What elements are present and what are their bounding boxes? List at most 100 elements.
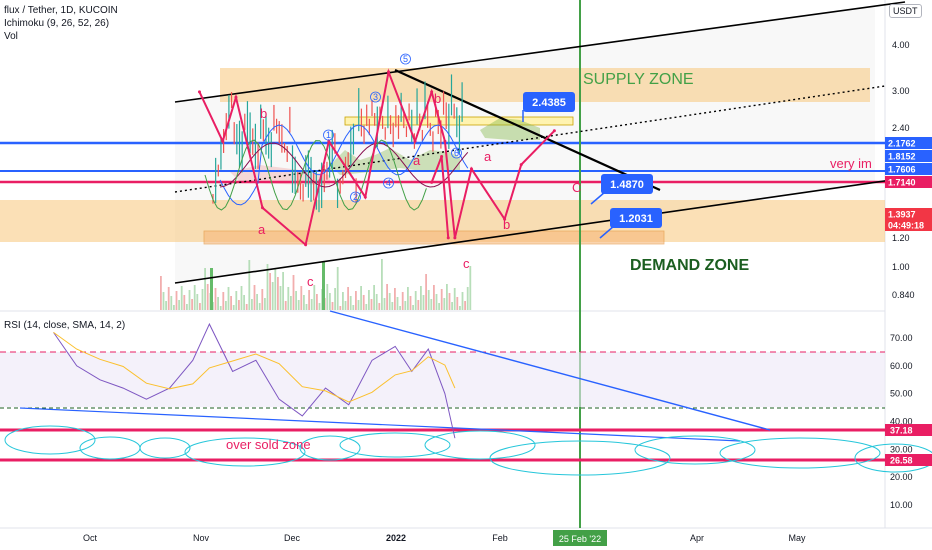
annotation-layer: 2.4385 1.4870 1.2031 SUPPLY ZONE DEMAND ZONE…: [226, 53, 872, 452]
volume-bar: [427, 290, 430, 310]
price-label-text: 2.1762: [888, 139, 916, 149]
oversold-ellipse: [339, 432, 451, 458]
callout-pointer: [590, 191, 606, 205]
volume-bar: [300, 286, 303, 310]
volume-bar: [339, 306, 342, 310]
price-tick-label: 3.00: [892, 86, 910, 96]
volume-bar: [238, 300, 240, 310]
wave-point: [453, 236, 457, 240]
volume-bar: [329, 293, 331, 310]
volume-bar: [433, 285, 435, 310]
rsi-legend[interactable]: RSI (14, close, SMA, 14, 2): [4, 320, 126, 331]
rsi-label-box: [885, 454, 932, 466]
volume-bar: [446, 284, 448, 310]
volume-bar: [448, 293, 451, 310]
volume-bar: [173, 305, 175, 310]
volume-label[interactable]: Vol: [4, 31, 18, 42]
wave-count-label: 4: [386, 178, 391, 188]
price-label-text: 1.7140: [888, 178, 916, 188]
volume-bar-spike: [210, 268, 213, 310]
wave-point: [503, 217, 507, 221]
volume-bar: [347, 287, 349, 310]
time-tick-label: Oct: [83, 533, 98, 543]
rsi-tick-label: 40.00: [890, 417, 913, 427]
volume-bar: [264, 298, 266, 310]
volume-bar: [279, 286, 282, 310]
volume-bar: [466, 287, 469, 310]
volume-bar: [170, 296, 173, 310]
volume-bar: [373, 285, 375, 310]
volume-bar: [232, 305, 235, 310]
currency-badge[interactable]: USDT: [889, 4, 922, 18]
wave-point: [413, 139, 417, 143]
volume-bar: [196, 294, 199, 310]
price-tick-label: 1.20: [892, 233, 910, 243]
rsi-tick-label: 60.00: [890, 361, 913, 371]
price-label-text: 04:49:18: [888, 221, 924, 231]
volume-bar: [331, 302, 334, 310]
wave-annotation: c: [307, 274, 314, 289]
price-label-box: [885, 163, 932, 175]
volume-bar: [435, 294, 438, 310]
volume-bar: [451, 302, 453, 310]
oversold-label: over sold zone: [226, 437, 311, 452]
oversold-ellipse: [139, 437, 191, 459]
volume-bar: [191, 299, 193, 310]
wave-point: [260, 206, 264, 210]
oversold-ellipse: [79, 436, 141, 460]
volume-bar: [287, 287, 290, 310]
volume-bar: [214, 288, 217, 310]
volume-bar: [316, 294, 318, 310]
volume-bar: [412, 305, 414, 310]
wave-point: [443, 139, 447, 143]
wave-point: [430, 90, 434, 94]
volume-bar: [469, 266, 472, 310]
volume-bar: [303, 295, 305, 310]
rsi-trend-down: [329, 310, 771, 431]
wave-point: [304, 243, 308, 247]
wave-count-circle: [383, 177, 394, 189]
rsi-layer: [0, 310, 932, 476]
volume-bar: [217, 297, 219, 310]
callout-label: 1.4870: [610, 179, 644, 191]
volume-bar: [248, 260, 251, 310]
volume-bar: [256, 294, 258, 310]
volume-bar: [414, 291, 417, 310]
volume-bar: [362, 295, 365, 310]
volume-bar: [175, 291, 178, 310]
volume-bar: [277, 277, 279, 310]
volume-bar: [183, 295, 186, 310]
volume-bar: [438, 303, 440, 310]
volume-bar: [443, 298, 446, 310]
volume-bar: [401, 292, 404, 310]
indicator-label[interactable]: Ichimoku (9, 26, 52, 26): [4, 18, 110, 29]
symbol-title[interactable]: flux / Tether, 1D, KUCOIN: [4, 5, 118, 16]
volume-layer: [160, 259, 472, 310]
volume-bar: [425, 274, 427, 310]
wave-count-circle: [350, 191, 361, 203]
callout-pointer: [599, 225, 615, 239]
volume-bar: [243, 295, 245, 310]
wave-annotation: a: [258, 222, 266, 237]
wave-count-circle: [451, 147, 462, 159]
price-label-box: [885, 150, 932, 162]
callout-label: 2.4385: [532, 97, 566, 109]
volume-bar: [225, 301, 227, 310]
rsi-tick-label: 20.00: [890, 472, 913, 482]
price-label-box: [885, 137, 932, 149]
volume-bar: [292, 275, 295, 310]
wave-count-label: 5: [403, 54, 408, 64]
wave-annotation: b: [260, 106, 267, 121]
volume-bar: [368, 290, 370, 310]
volume-bar: [360, 286, 362, 310]
volume-bar: [201, 289, 204, 310]
rsi-band: [0, 352, 885, 407]
volume-bar: [227, 287, 230, 310]
volume-bar: [404, 301, 407, 310]
wave-count-circle: [400, 53, 411, 65]
volume-bar: [165, 301, 167, 310]
volume-bar: [167, 287, 170, 310]
wave-point: [469, 167, 473, 171]
wave-annotation: DEMAND ZONE: [630, 257, 749, 274]
